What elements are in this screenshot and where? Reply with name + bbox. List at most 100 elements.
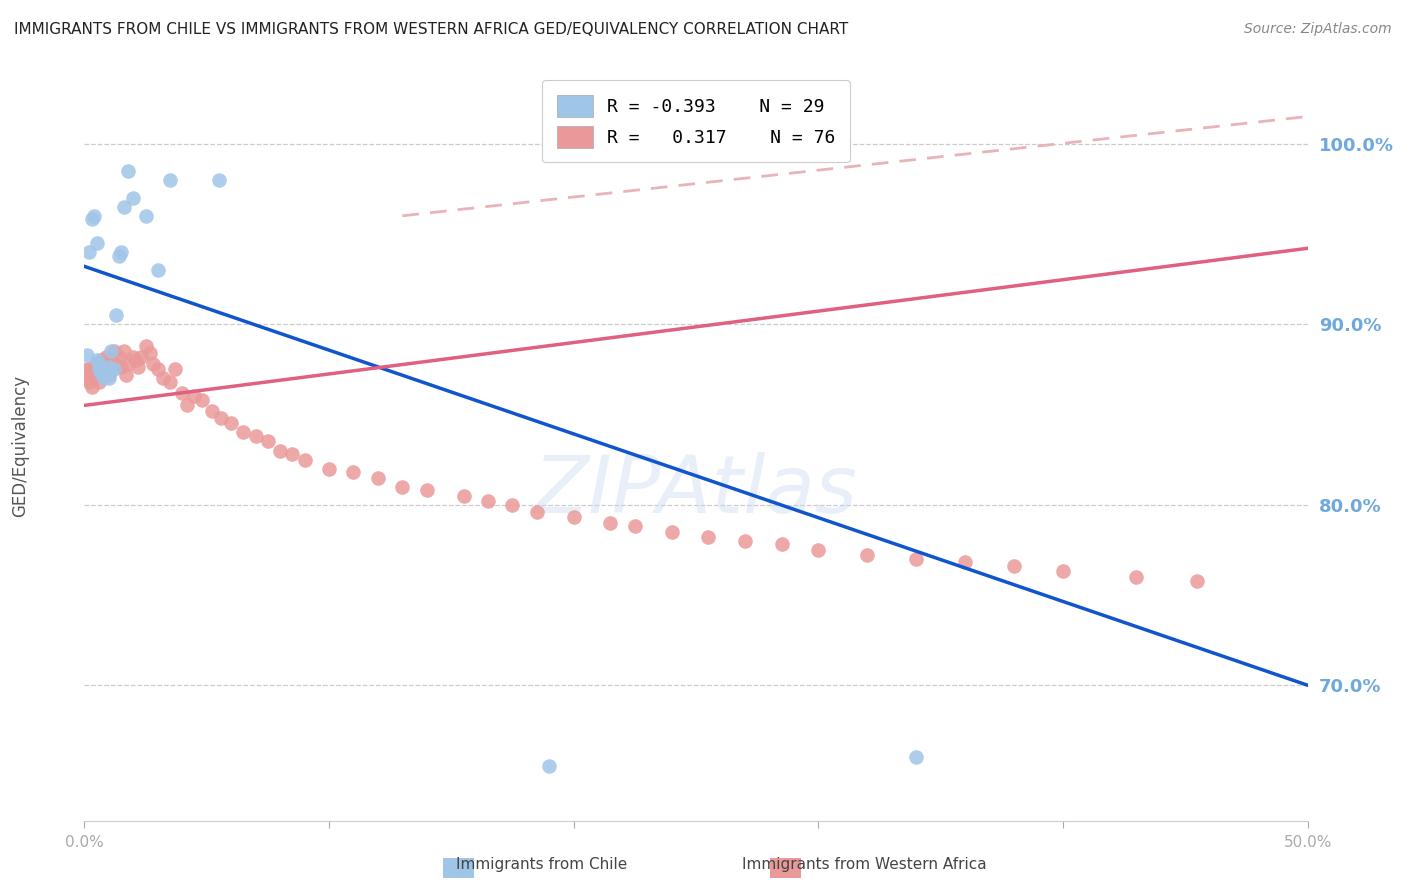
Point — [139, 346, 162, 360]
Point — [1125, 570, 1147, 584]
Point — [107, 248, 129, 262]
Point — [1052, 565, 1074, 579]
Point — [97, 360, 120, 375]
Point — [83, 362, 105, 376]
Point — [905, 552, 928, 566]
Point — [117, 357, 139, 371]
Point — [125, 353, 148, 368]
Point — [770, 537, 793, 551]
Point — [200, 404, 222, 418]
Point — [122, 350, 145, 364]
Point — [146, 362, 169, 376]
Point — [93, 368, 115, 382]
Point — [80, 368, 103, 382]
Point — [232, 425, 254, 440]
Point — [159, 172, 181, 186]
Text: Immigrants from Chile: Immigrants from Chile — [456, 857, 627, 872]
Point — [953, 556, 976, 570]
Point — [245, 429, 267, 443]
Point — [142, 357, 165, 371]
Point — [96, 360, 118, 375]
Point — [152, 371, 174, 385]
Point — [342, 465, 364, 479]
Point — [367, 470, 389, 484]
Point — [93, 357, 115, 371]
Point — [86, 368, 108, 382]
Point — [87, 375, 110, 389]
Point — [100, 344, 122, 359]
Point — [97, 357, 120, 371]
Point — [103, 362, 125, 376]
Point — [526, 505, 548, 519]
Point — [76, 371, 98, 385]
Point — [734, 533, 756, 548]
Point — [191, 392, 214, 407]
Point — [86, 357, 108, 371]
Point — [80, 380, 103, 394]
Point — [77, 375, 100, 389]
Point — [107, 350, 129, 364]
Point — [93, 371, 115, 385]
Point — [209, 411, 232, 425]
Point — [599, 516, 621, 530]
Point — [391, 480, 413, 494]
Point — [103, 344, 125, 359]
Point — [294, 452, 316, 467]
Point — [416, 483, 439, 498]
Point — [90, 366, 112, 380]
Point — [129, 350, 152, 364]
Point — [1187, 574, 1209, 588]
Text: IMMIGRANTS FROM CHILE VS IMMIGRANTS FROM WESTERN AFRICA GED/EQUIVALENCY CORRELAT: IMMIGRANTS FROM CHILE VS IMMIGRANTS FROM… — [14, 22, 848, 37]
Point — [502, 498, 524, 512]
Point — [90, 353, 112, 368]
Point — [127, 360, 149, 375]
Point — [87, 362, 110, 376]
Point — [83, 209, 105, 223]
Point — [624, 519, 647, 533]
Point — [117, 163, 139, 178]
Point — [112, 344, 135, 359]
Point — [83, 371, 105, 385]
Point — [97, 368, 120, 382]
Point — [105, 357, 128, 371]
Y-axis label: GED/Equivalency: GED/Equivalency — [11, 375, 28, 517]
Point — [176, 398, 198, 412]
Point — [90, 362, 112, 376]
Point — [1002, 559, 1025, 574]
Point — [163, 362, 186, 376]
Point — [477, 494, 499, 508]
Point — [122, 191, 145, 205]
Point — [105, 308, 128, 322]
Point — [112, 200, 135, 214]
Point — [77, 362, 100, 376]
Point — [661, 524, 683, 539]
Text: ZIPAtlas: ZIPAtlas — [534, 452, 858, 530]
Point — [80, 212, 103, 227]
Point — [183, 389, 205, 403]
Legend: R = -0.393    N = 29, R =   0.317    N = 76: R = -0.393 N = 29, R = 0.317 N = 76 — [543, 80, 849, 162]
Point — [219, 417, 242, 431]
Point — [100, 353, 122, 368]
Point — [87, 362, 110, 376]
Point — [96, 350, 118, 364]
Point — [86, 353, 108, 368]
Point — [76, 362, 98, 376]
Point — [856, 548, 879, 562]
Point — [97, 371, 120, 385]
Point — [562, 510, 585, 524]
Point — [93, 364, 115, 378]
Point — [76, 348, 98, 362]
Text: Source: ZipAtlas.com: Source: ZipAtlas.com — [1244, 22, 1392, 37]
Point — [146, 263, 169, 277]
Point — [135, 339, 157, 353]
Point — [110, 244, 132, 259]
Point — [905, 750, 928, 764]
Point — [257, 434, 280, 449]
Point — [172, 385, 194, 400]
Point — [453, 489, 475, 503]
Point — [269, 443, 291, 458]
Point — [318, 461, 340, 475]
Point — [110, 360, 132, 375]
Point — [86, 235, 108, 250]
Point — [135, 209, 157, 223]
